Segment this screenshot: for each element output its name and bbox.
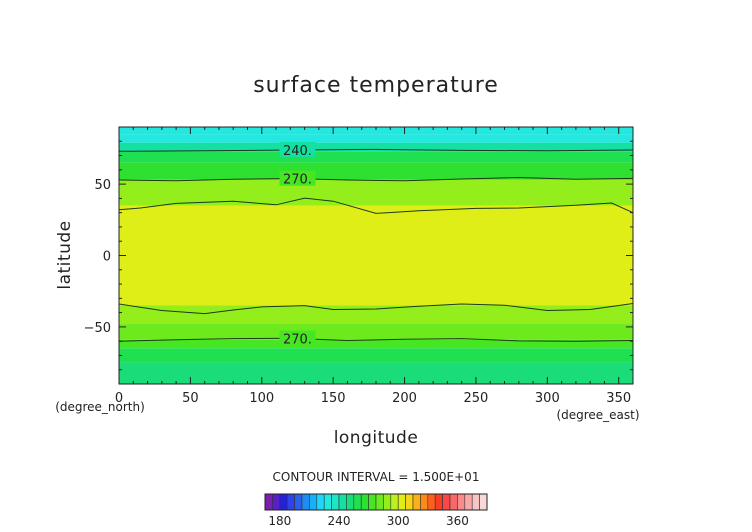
colorbar-cell bbox=[457, 493, 466, 511]
contour-line-300 bbox=[118, 303, 634, 315]
contour-label: 270. bbox=[283, 333, 312, 348]
colorbar-tick-label: 360 bbox=[446, 514, 469, 528]
temperature-band bbox=[119, 305, 633, 325]
temperature-band bbox=[119, 339, 633, 349]
temperature-band bbox=[119, 151, 633, 163]
colorbar-cell bbox=[479, 493, 488, 511]
colorbar-cell bbox=[390, 493, 399, 511]
contour-line-240 bbox=[118, 148, 634, 152]
colorbar-cell bbox=[427, 493, 436, 511]
temperature-band bbox=[119, 162, 633, 180]
x-tick-label: 300 bbox=[535, 391, 560, 406]
temperature-band bbox=[119, 127, 633, 135]
x-tick-label: 0 bbox=[115, 391, 123, 406]
colorbar-cell bbox=[338, 493, 347, 511]
contour-interval-label: CONTOUR INTERVAL = 1.500E+01 bbox=[273, 470, 480, 484]
colorbar-frame bbox=[264, 493, 488, 511]
colorbar-cell bbox=[420, 493, 429, 511]
colorbar-cell bbox=[294, 493, 303, 511]
colorbar-tick-label: 180 bbox=[268, 514, 291, 528]
x-unit-label: (degree_east) bbox=[556, 408, 639, 422]
x-tick-label: 350 bbox=[606, 391, 631, 406]
colorbar-cell bbox=[309, 493, 318, 511]
contour-label: 240. bbox=[283, 144, 312, 159]
colorbar-cell bbox=[375, 493, 384, 511]
colorbar-cell bbox=[286, 493, 295, 511]
colorbar-cell bbox=[405, 493, 414, 511]
temperature-band bbox=[119, 348, 633, 363]
colorbar-cell bbox=[264, 493, 273, 511]
colorbar-cell bbox=[449, 493, 458, 511]
colorbar-cell bbox=[368, 493, 377, 511]
colorbar-tick-label: 300 bbox=[387, 514, 410, 528]
x-tick-label: 150 bbox=[321, 391, 346, 406]
colorbar-cell bbox=[346, 493, 355, 511]
colorbar: 180 240 300 360 bbox=[264, 493, 488, 528]
contour-label-bg bbox=[279, 330, 316, 346]
y-axis-label: latitude bbox=[55, 220, 75, 289]
colorbar-cell bbox=[471, 493, 480, 511]
temperature-band bbox=[119, 134, 633, 143]
temperature-band bbox=[119, 205, 633, 306]
colorbar-cell bbox=[442, 493, 451, 511]
colorbar-cell bbox=[331, 493, 340, 511]
colorbar-cell bbox=[360, 493, 369, 511]
x-tick-label: 50 bbox=[182, 391, 199, 406]
contour-label-bg bbox=[279, 141, 316, 157]
colorbar-cell bbox=[316, 493, 325, 511]
plot-area: 240. 270. 270. bbox=[118, 126, 634, 385]
contour-label-bg bbox=[279, 170, 316, 186]
contour-label: 270. bbox=[283, 173, 312, 188]
colorbar-cell bbox=[353, 493, 362, 511]
colorbar-cell bbox=[434, 493, 443, 511]
y-unit-label: (degree_north) bbox=[55, 400, 145, 414]
y-tick-label: 50 bbox=[94, 178, 111, 193]
temperature-band bbox=[119, 142, 633, 152]
x-axis: 0 50 100 150 200 250 300 350 bbox=[115, 127, 634, 406]
chart-title: surface temperature bbox=[253, 73, 499, 98]
colorbar-cell bbox=[412, 493, 421, 511]
colorbar-cell bbox=[272, 493, 281, 511]
colorbar-cell bbox=[383, 493, 392, 511]
colorbar-cell bbox=[279, 493, 288, 511]
temperature-band bbox=[119, 179, 633, 206]
colorbar-cell bbox=[397, 493, 406, 511]
contour-line-270 bbox=[118, 337, 634, 342]
y-axis: −50 0 50 bbox=[84, 140, 633, 371]
x-tick-label: 200 bbox=[392, 391, 417, 406]
x-tick-label: 100 bbox=[249, 391, 274, 406]
contour-line-300 bbox=[118, 197, 634, 214]
colorbar-tick-label: 240 bbox=[328, 514, 351, 528]
temperature-band bbox=[119, 362, 633, 384]
y-tick-label: −50 bbox=[84, 321, 111, 336]
x-tick-label: 250 bbox=[464, 391, 489, 406]
colorbar-cell bbox=[323, 493, 332, 511]
y-tick-label: 0 bbox=[103, 250, 111, 265]
x-axis-label: longitude bbox=[334, 428, 419, 448]
colorbar-cell bbox=[301, 493, 310, 511]
temperature-band bbox=[119, 324, 633, 340]
colorbar-cell bbox=[464, 493, 473, 511]
contour-line-270 bbox=[118, 176, 634, 182]
